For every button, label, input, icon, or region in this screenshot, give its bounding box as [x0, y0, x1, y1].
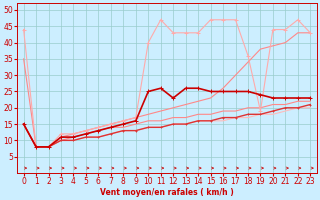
- X-axis label: Vent moyen/en rafales ( km/h ): Vent moyen/en rafales ( km/h ): [100, 188, 234, 197]
